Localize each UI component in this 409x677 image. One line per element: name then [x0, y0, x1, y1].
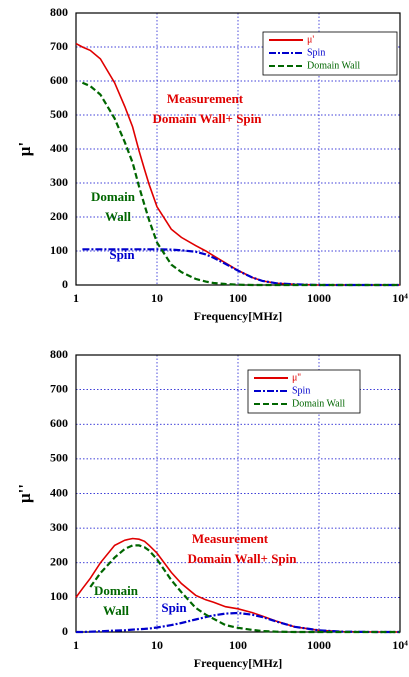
plot-frame — [75, 354, 401, 633]
y-tick-label: 100 — [50, 243, 68, 257]
annotation: Domain Wall+ Spin — [187, 551, 297, 566]
legend-label: μ' — [307, 34, 314, 45]
y-tick-label: 100 — [50, 589, 68, 603]
x-tick-label: 100 — [229, 291, 247, 305]
y-tick-label: 500 — [50, 107, 68, 121]
x-tick-label: 1000 — [307, 291, 331, 305]
y-tick-label: 700 — [50, 381, 68, 395]
y-tick-label: 800 — [50, 347, 68, 361]
x-axis-label: Frequency[MHz] — [194, 309, 282, 323]
annotation: Domain — [91, 189, 136, 204]
y-tick-label: 800 — [50, 5, 68, 19]
y-tick-label: 700 — [50, 39, 68, 53]
y-tick-label: 600 — [50, 73, 68, 87]
series-line — [75, 42, 400, 286]
y-tick-label: 400 — [50, 485, 68, 499]
x-tick-label: 1000 — [307, 638, 331, 652]
annotation: Wall — [105, 209, 131, 224]
y-tick-label: 0 — [62, 277, 68, 291]
legend-label: μ'' — [292, 372, 301, 383]
annotation: Measurement — [167, 91, 244, 106]
annotation: Spin — [161, 600, 187, 615]
x-axis-label: Frequency[MHz] — [194, 656, 282, 670]
series-line — [89, 544, 400, 634]
plot-frame — [75, 12, 401, 286]
annotation: Domain — [94, 583, 139, 598]
y-tick-label: 300 — [50, 175, 68, 189]
y-tick-label: 200 — [50, 555, 68, 569]
series-line — [76, 611, 400, 634]
y-tick-label: 600 — [50, 416, 68, 430]
y-tick-label: 0 — [62, 624, 68, 638]
legend-label: Domain Wall — [307, 60, 360, 71]
x-tick-label: 1 — [73, 638, 79, 652]
annotation: Spin — [109, 247, 135, 262]
x-tick-label: 10 — [151, 638, 163, 652]
annotation: Domain Wall+ Spin — [152, 111, 262, 126]
x-tick-label: 10 — [151, 291, 163, 305]
y-axis-label: μ'' — [15, 484, 34, 503]
y-axis-label: μ' — [15, 142, 34, 156]
x-tick-label: 100 — [229, 638, 247, 652]
legend-label: Domain Wall — [292, 398, 345, 409]
legend-label: Spin — [307, 47, 325, 58]
x-tick-label: 10⁴ — [392, 291, 408, 305]
annotation: Wall — [103, 603, 129, 618]
y-tick-label: 500 — [50, 451, 68, 465]
y-tick-label: 400 — [50, 141, 68, 155]
y-tick-label: 200 — [50, 209, 68, 223]
legend-box — [247, 369, 361, 414]
y-tick-label: 300 — [50, 520, 68, 534]
x-tick-label: 1 — [73, 291, 79, 305]
annotation: Measurement — [192, 531, 269, 546]
series-line — [81, 81, 400, 287]
legend-label: Spin — [292, 385, 310, 396]
x-tick-label: 10⁴ — [392, 638, 408, 652]
